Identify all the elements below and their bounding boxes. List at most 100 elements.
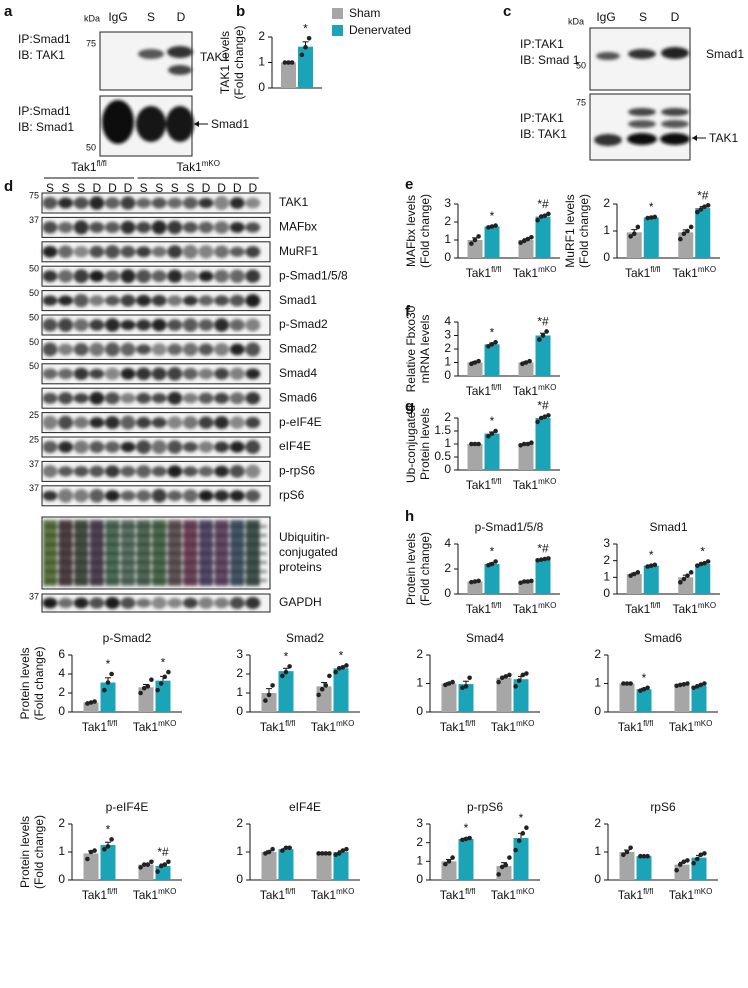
band	[42, 318, 58, 332]
data-point	[621, 852, 626, 858]
data-point	[537, 337, 542, 342]
protein-label: Smad4	[279, 366, 317, 380]
y-tick-label: 1	[444, 232, 451, 246]
data-point	[702, 204, 707, 209]
bar	[535, 335, 551, 376]
data-point	[88, 700, 94, 705]
bands	[42, 293, 261, 308]
y-axis-label: Ub-conjugated	[404, 405, 418, 483]
data-point	[645, 215, 650, 221]
x-tick-label: Tak1fl/fl	[466, 477, 502, 492]
legend-label: Denervated	[349, 23, 411, 37]
data-point	[158, 681, 164, 686]
y-tick-label: 0	[444, 250, 451, 264]
x-tick-label-base: Tak1	[466, 384, 492, 398]
protein-label: Smad1	[211, 117, 249, 131]
y-tick-label: 0	[236, 872, 243, 886]
data-point	[105, 680, 111, 685]
band	[229, 367, 245, 380]
band	[58, 197, 74, 209]
y-tick-label: 2	[444, 410, 451, 424]
band	[229, 441, 245, 453]
data-point	[299, 52, 305, 58]
significance-mark: *#	[537, 197, 549, 211]
x-tick-label-superscript: fl/fl	[285, 887, 295, 896]
smear-band	[45, 525, 267, 528]
ip-label: IP:TAK1	[520, 37, 564, 51]
x-tick-label: Tak1mKO	[513, 477, 557, 492]
y-axis-label: mRNA levels	[418, 315, 432, 384]
smear-band	[45, 552, 267, 555]
bar	[458, 684, 474, 712]
y-tick-label: 0	[416, 704, 423, 718]
panel-label: b	[236, 3, 245, 20]
x-tick-label-base: Tak1	[625, 266, 651, 280]
protein-label: p-Smad1/5/8	[279, 268, 348, 282]
bar	[261, 852, 277, 880]
data-point	[443, 682, 448, 688]
ip-label: IP:Smad1	[18, 104, 71, 118]
ip-label: IP:TAK1	[520, 111, 564, 125]
smear-band	[45, 579, 267, 582]
data-point	[507, 855, 512, 860]
y-tick-label: 1	[416, 854, 423, 868]
significance-mark: *	[161, 655, 166, 669]
band	[42, 270, 58, 282]
x-tick-label-base: Tak1	[669, 720, 695, 734]
data-point	[316, 851, 321, 856]
band	[104, 221, 120, 234]
data-point	[674, 867, 679, 873]
data-point	[678, 580, 683, 585]
band	[73, 246, 89, 258]
band	[136, 598, 152, 608]
band	[151, 318, 167, 332]
data-point	[628, 573, 633, 578]
x-tick-label: Tak1mKO	[672, 601, 716, 616]
band	[89, 440, 105, 454]
x-tick-label: Tak1mKO	[491, 887, 535, 902]
data-point	[486, 562, 491, 568]
data-point	[521, 441, 527, 447]
band	[42, 490, 58, 501]
x-tick-label-superscript: mKO	[516, 719, 534, 728]
band	[104, 596, 120, 610]
bar	[535, 216, 551, 258]
bar	[619, 852, 635, 880]
mw-marker: 37	[29, 215, 39, 225]
y-tick-label: 2	[444, 341, 451, 355]
data-point	[344, 663, 349, 668]
significance-mark: *	[303, 21, 308, 35]
y-tick-label: 0	[416, 872, 423, 886]
band	[167, 343, 183, 356]
bar	[626, 574, 642, 594]
mw-marker: 37	[29, 591, 39, 601]
band	[136, 367, 152, 381]
x-tick-label-base: Tak1	[260, 888, 286, 902]
significance-mark: *	[106, 823, 111, 837]
protein-label: p-eIF4E	[279, 415, 322, 429]
x-tick-label: Tak1fl/fl	[440, 887, 476, 902]
bands	[42, 269, 261, 284]
data-point	[535, 557, 540, 563]
y-tick-label: 2	[603, 196, 610, 210]
bands	[42, 488, 261, 503]
y-tick-label: 0	[603, 250, 610, 264]
data-point	[88, 849, 94, 855]
x-tick-label-base: Tak1	[133, 888, 159, 902]
data-point	[162, 862, 168, 867]
x-tick-label-base: Tak1	[440, 888, 466, 902]
band	[151, 393, 167, 404]
data-point	[546, 413, 551, 418]
data-point	[681, 682, 687, 687]
bar	[333, 852, 349, 880]
data-point	[463, 684, 469, 689]
band	[136, 221, 152, 234]
band	[198, 319, 214, 331]
band	[151, 295, 167, 307]
significance-mark: *	[490, 325, 495, 339]
band	[182, 295, 198, 306]
y-tick-label: 1.5	[434, 423, 451, 437]
data-point	[467, 675, 472, 681]
x-tick-label: Tak1fl/fl	[82, 719, 118, 734]
